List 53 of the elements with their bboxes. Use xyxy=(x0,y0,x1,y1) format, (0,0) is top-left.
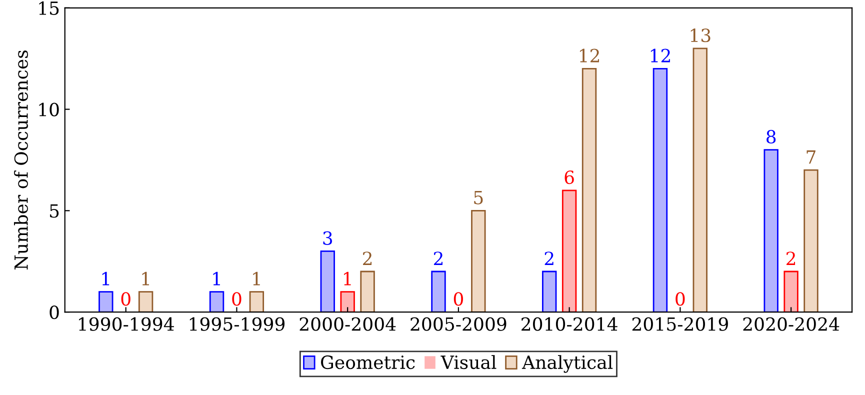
x-tick-label: 1995-1999 xyxy=(190,317,284,331)
data-label: 8 xyxy=(766,130,776,144)
data-label: 1 xyxy=(213,272,220,286)
bar xyxy=(471,210,486,312)
data-label: 1 xyxy=(344,272,351,286)
data-label: 0 xyxy=(232,292,242,306)
data-label: 6 xyxy=(564,170,574,184)
y-tick-label: 5 xyxy=(50,204,59,218)
x-tick-label: 2020-2024 xyxy=(743,317,840,331)
data-label: 5 xyxy=(474,190,483,204)
data-label: 0 xyxy=(454,292,463,306)
x-tick-label: 2010-2014 xyxy=(522,317,618,331)
legend-label: Geometric xyxy=(321,355,415,370)
bar xyxy=(804,169,818,312)
data-label: 12 xyxy=(580,48,599,62)
x-tick-label: 2005-2009 xyxy=(410,317,506,331)
bar xyxy=(360,270,375,312)
bar xyxy=(764,149,778,312)
bar xyxy=(209,291,224,312)
y-axis-title: Number of Occurrences xyxy=(14,50,28,270)
bar xyxy=(652,68,668,312)
data-label: 7 xyxy=(806,150,816,164)
data-label: 0 xyxy=(676,292,685,306)
bar xyxy=(98,291,114,312)
data-label: 3 xyxy=(323,231,332,245)
data-label: 1 xyxy=(142,272,149,286)
data-label: 2 xyxy=(434,252,442,265)
data-label: 1 xyxy=(102,272,110,286)
x-tick-label: 1990-1994 xyxy=(79,317,174,331)
data-label: 2 xyxy=(544,252,554,265)
bar xyxy=(320,250,335,312)
y-tick-label: 0 xyxy=(50,306,59,320)
bar xyxy=(431,270,446,312)
data-label: 2 xyxy=(363,252,372,265)
data-label: 12 xyxy=(650,48,670,62)
bar xyxy=(542,270,557,312)
legend-label: Analytical xyxy=(522,355,613,373)
data-label: 1 xyxy=(253,272,260,286)
x-tick-label: 2000-2004 xyxy=(300,317,396,331)
legend-label: Visual xyxy=(440,355,496,370)
data-label: 0 xyxy=(121,292,130,306)
bar xyxy=(138,291,154,312)
x-tick-label: 2015-2019 xyxy=(632,317,728,331)
y-tick-label: 15 xyxy=(39,1,59,16)
data-label: 13 xyxy=(690,28,710,42)
y-tick-label: 10 xyxy=(39,102,59,116)
bar xyxy=(340,291,355,312)
bar xyxy=(692,48,708,312)
data-label: 2 xyxy=(786,252,796,265)
bar xyxy=(784,270,798,312)
bar xyxy=(582,68,597,312)
bar xyxy=(562,190,577,312)
bar xyxy=(249,291,264,312)
